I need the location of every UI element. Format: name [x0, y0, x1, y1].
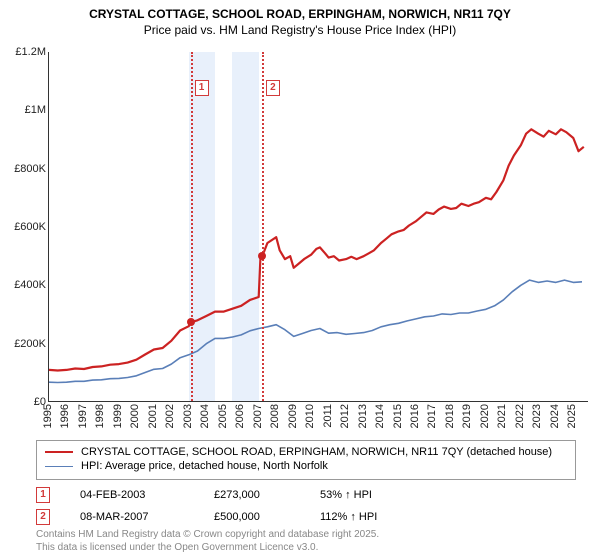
footer-line2: This data is licensed under the Open Gov… — [36, 541, 379, 554]
sale-marker-box: 1 — [195, 80, 209, 96]
x-tick-label: 2010 — [304, 404, 316, 428]
x-tick-label: 2021 — [496, 404, 508, 428]
x-tick-label: 2011 — [322, 404, 334, 428]
page: CRYSTAL COTTAGE, SCHOOL ROAD, ERPINGHAM,… — [0, 0, 600, 560]
sale-row: 1 04-FEB-2003 £273,000 53% ↑ HPI — [36, 484, 576, 506]
x-tick-label: 2016 — [409, 404, 421, 428]
x-tick-label: 2022 — [514, 404, 526, 428]
chart-svg — [49, 52, 588, 401]
footer-line1: Contains HM Land Registry data © Crown c… — [36, 528, 379, 541]
x-tick-label: 2003 — [182, 404, 194, 428]
sale-row-marker: 1 — [36, 487, 50, 503]
y-tick-label: £400K — [4, 279, 46, 291]
sale-vline — [191, 52, 193, 401]
y-tick-label: £200K — [4, 338, 46, 350]
y-tick-label: £1.2M — [4, 46, 46, 58]
x-tick-label: 1999 — [112, 404, 124, 428]
x-tick-label: 1995 — [42, 404, 54, 428]
x-tick-label: 1998 — [94, 404, 106, 428]
x-tick-label: 1996 — [59, 404, 71, 428]
legend-swatch — [45, 451, 73, 453]
x-tick-label: 2000 — [129, 404, 141, 428]
sale-vline — [262, 52, 264, 401]
sale-row: 2 08-MAR-2007 £500,000 112% ↑ HPI — [36, 506, 576, 528]
y-tick-label: £600K — [4, 221, 46, 233]
sales-table: 1 04-FEB-2003 £273,000 53% ↑ HPI 2 08-MAR-200… — [36, 484, 576, 528]
sale-date: 08-MAR-2007 — [80, 511, 188, 523]
chart-plot-area: 12 — [48, 52, 588, 402]
x-tick-label: 2012 — [339, 404, 351, 428]
chart-title: CRYSTAL COTTAGE, SCHOOL ROAD, ERPINGHAM,… — [0, 0, 600, 38]
legend-row: CRYSTAL COTTAGE, SCHOOL ROAD, ERPINGHAM,… — [45, 445, 567, 459]
legend-label: CRYSTAL COTTAGE, SCHOOL ROAD, ERPINGHAM,… — [81, 446, 552, 458]
x-tick-label: 2013 — [357, 404, 369, 428]
x-tick-label: 2005 — [217, 404, 229, 428]
sale-marker-box: 2 — [266, 80, 280, 96]
x-tick-label: 2001 — [147, 404, 159, 428]
sale-price: £273,000 — [214, 489, 294, 501]
x-tick-label: 2009 — [287, 404, 299, 428]
sale-date: 04-FEB-2003 — [80, 489, 188, 501]
legend-swatch — [45, 466, 73, 467]
footer-attribution: Contains HM Land Registry data © Crown c… — [36, 528, 379, 554]
series-property — [49, 129, 584, 370]
series-hpi — [49, 280, 582, 382]
y-tick-label: £800K — [4, 163, 46, 175]
x-tick-label: 1997 — [77, 404, 89, 428]
x-tick-label: 2004 — [199, 404, 211, 428]
x-tick-label: 2025 — [566, 404, 578, 428]
sale-marker-dot — [187, 318, 195, 326]
x-tick-label: 2014 — [374, 404, 386, 428]
sale-pct: 53% ↑ HPI — [320, 489, 372, 501]
sale-pct: 112% ↑ HPI — [320, 511, 377, 523]
legend-row: HPI: Average price, detached house, Nort… — [45, 459, 567, 473]
x-tick-label: 2018 — [444, 404, 456, 428]
x-tick-label: 2008 — [269, 404, 281, 428]
sale-row-marker: 2 — [36, 509, 50, 525]
x-tick-label: 2007 — [252, 404, 264, 428]
x-tick-label: 2015 — [392, 404, 404, 428]
x-tick-label: 2017 — [426, 404, 438, 428]
x-tick-label: 2020 — [479, 404, 491, 428]
x-tick-label: 2002 — [164, 404, 176, 428]
sale-price: £500,000 — [214, 511, 294, 523]
title-line2: Price paid vs. HM Land Registry's House … — [0, 22, 600, 38]
legend-label: HPI: Average price, detached house, Nort… — [81, 460, 328, 472]
x-tick-label: 2023 — [531, 404, 543, 428]
y-tick-label: £1M — [4, 104, 46, 116]
title-line1: CRYSTAL COTTAGE, SCHOOL ROAD, ERPINGHAM,… — [0, 6, 600, 22]
legend-box: CRYSTAL COTTAGE, SCHOOL ROAD, ERPINGHAM,… — [36, 440, 576, 480]
x-tick-label: 2024 — [549, 404, 561, 428]
sale-marker-dot — [258, 252, 266, 260]
x-tick-label: 2006 — [234, 404, 246, 428]
y-tick-label: £0 — [4, 396, 46, 408]
x-tick-label: 2019 — [461, 404, 473, 428]
